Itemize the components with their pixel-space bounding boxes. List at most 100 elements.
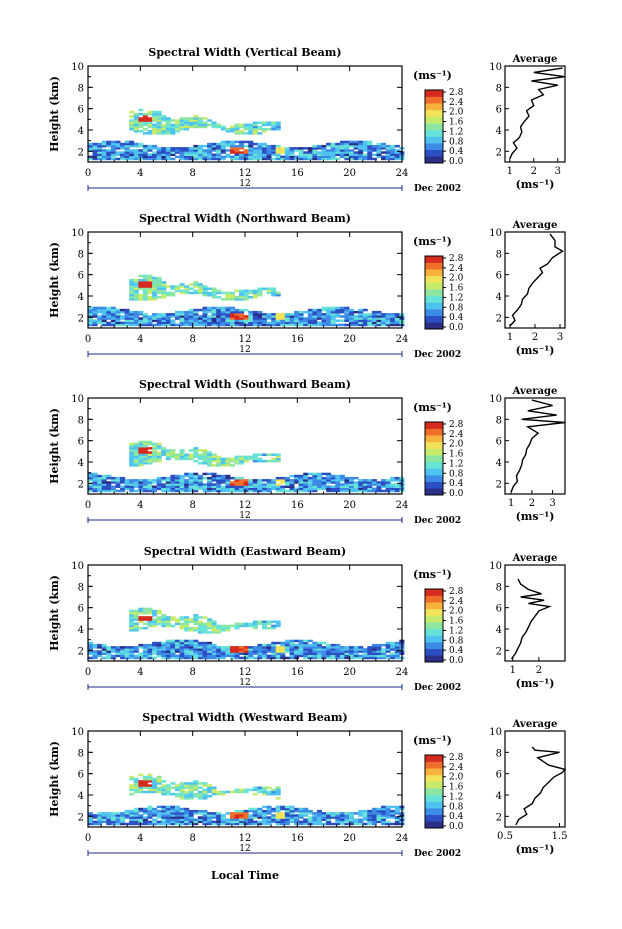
heatmap-cell [234,289,240,293]
heatmap-cell [234,646,240,649]
heatmap-cell [339,650,345,653]
heatmap-cell [110,321,116,325]
heatmap-cell [252,479,258,482]
heatmap-cell [390,319,396,322]
heatmap-cell [230,464,235,467]
heatmap-cell [248,646,254,649]
heatmap-cell [138,816,144,819]
heatmap-cell [239,622,245,626]
heatmap-cell [257,790,263,794]
heatmap-cell [243,650,249,653]
heatmap-cell [216,474,222,478]
average-x-tick-label: 1 [507,332,513,343]
heatmap-cell [252,130,258,133]
heatmap-cell [179,641,185,645]
heatmap-cell [385,157,391,161]
heatmap-cell [275,624,281,628]
heatmap-cell [307,313,313,316]
heatmap-cell [257,323,263,327]
heatmap-cell [165,321,171,325]
heatmap-cell [317,144,322,148]
heatmap-cell [184,629,190,632]
heatmap-cell [234,656,240,660]
heatmap-cell [115,310,121,314]
heatmap-cell [170,123,176,127]
heatmap-cell [97,818,103,821]
heatmap-cell [326,650,332,653]
heatmap-cell [303,646,309,649]
heatmap-cell [197,646,203,649]
heatmap-cell [170,483,176,486]
heatmap-cell [165,317,171,320]
colorbar-tick-label: 2.0 [449,274,464,284]
heatmap-cell [303,483,309,486]
colorbar-swatch [425,116,443,124]
heatmap-cell [161,790,167,794]
heatmap-cell [170,125,176,129]
average-x-label: (ms⁻¹) [516,178,555,191]
heatmap-cell [165,646,171,649]
heatmap-cell [161,812,167,815]
heatmap-cell [367,822,373,826]
heatmap-cell [358,317,364,320]
heatmap-cell [330,319,336,322]
heatmap-cell [312,487,318,491]
heatmap-cell [175,121,180,124]
heatmap-cell [216,483,222,486]
heatmap-cell [234,650,240,653]
heatmap-cell [133,296,139,299]
heatmap-cell [344,476,350,480]
heatmap-cell [257,652,263,655]
heatmap-cell [257,820,263,824]
heatmap-cell [376,313,382,316]
heatmap-cell [184,285,190,288]
heatmap-cell [129,285,135,288]
heatmap-cell [349,818,354,821]
colorbar-swatch [425,129,443,137]
heatmap-cell [280,155,286,159]
heatmap-cell [207,654,213,658]
heatmap-cell [280,643,286,647]
heatmap-cell [266,820,272,824]
heatmap-cell [133,822,139,826]
heatmap-cell [152,117,158,120]
heatmap-cell [335,489,341,493]
heatmap-cell [156,646,162,649]
heatmap-cell [92,144,98,148]
heatmap-cell [271,792,277,796]
heatmap-cell [284,317,290,320]
heatmap-cell [147,611,153,615]
heatmap-cell [367,479,373,482]
heatmap-cell [197,652,203,655]
heatmap-cell [202,462,208,465]
heatmap-cell [92,643,98,647]
heatmap-cell [317,648,322,651]
heatmap-cell [133,654,139,658]
heatmap-cell [326,652,332,655]
heatmap-cell [179,786,185,789]
heatmap-cell [252,157,258,161]
heatmap-cell [371,153,377,156]
heatmap-cell [193,474,199,478]
heatmap-cell [101,652,107,655]
heatmap-cell [367,481,373,484]
colorbar-frame [424,754,444,829]
heatmap-cell [289,652,295,655]
heatmap-cell [216,313,222,316]
heatmap-cell [188,151,194,154]
heatmap-cell [371,157,377,161]
heatmap-cell [106,144,112,148]
heatmap-cell [216,650,222,653]
heatmap-cell [129,123,135,127]
heatmap-cell [275,323,281,327]
heatmap-cell [184,622,190,626]
heatmap-cell [142,650,148,653]
colorbar-tick-label: 2.4 [449,763,464,773]
heatmap-cell [207,142,213,146]
heatmap-cell [257,620,263,623]
heatmap-cell [92,319,98,322]
average-profile-line [510,578,552,660]
heatmap-cell [165,643,171,647]
heatmap-cell [234,652,240,655]
colorbar-swatch [425,315,443,323]
